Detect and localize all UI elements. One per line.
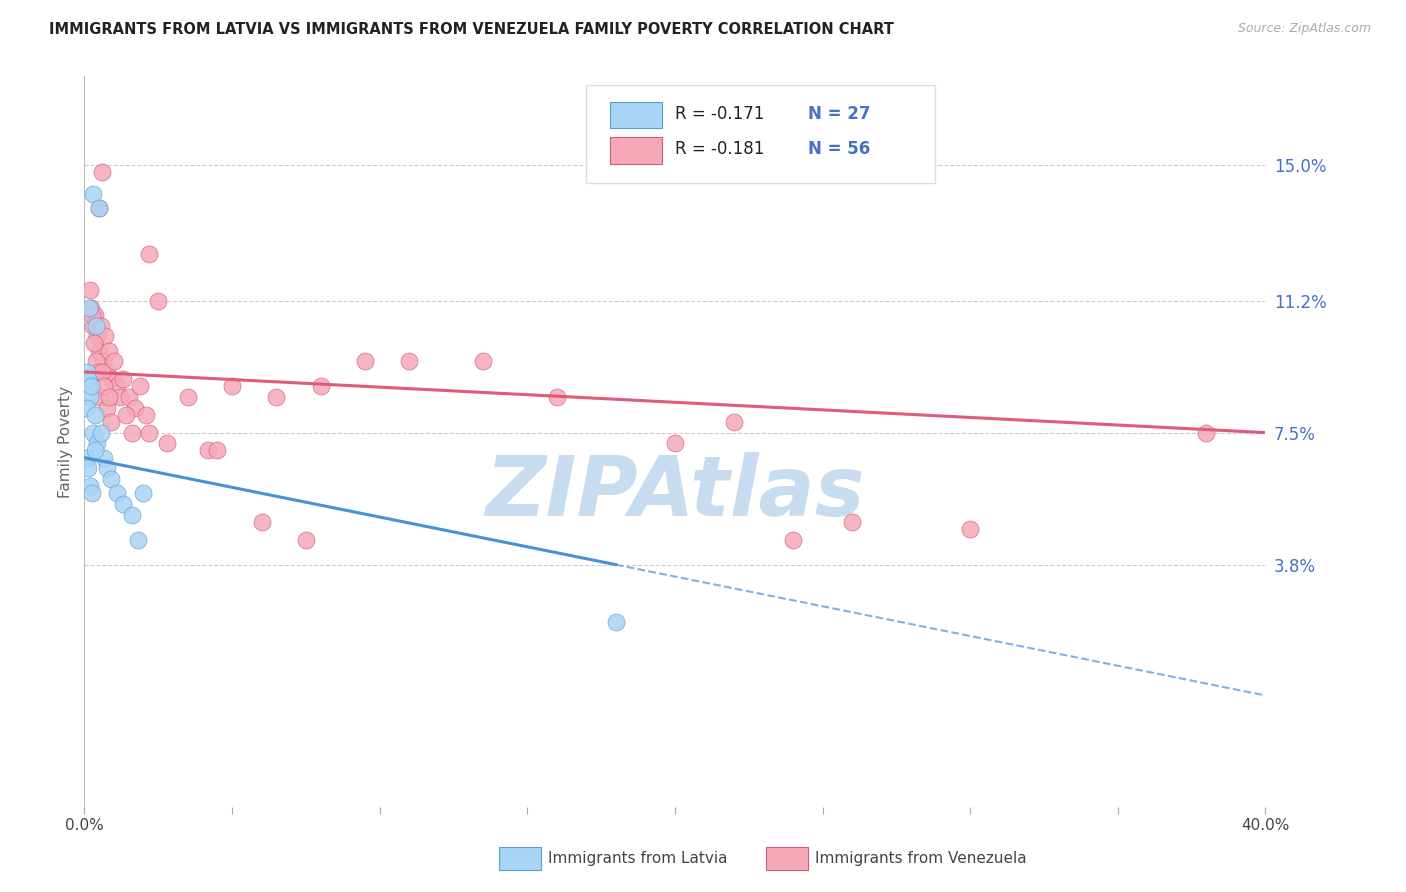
Point	[76, 450, 98, 465]
FancyBboxPatch shape	[610, 137, 662, 163]
Point	[295, 533, 318, 547]
Point	[398, 354, 420, 368]
Text: 0.0%: 0.0%	[65, 818, 104, 833]
Point	[96, 461, 118, 475]
Text: R = -0.181: R = -0.181	[675, 140, 765, 158]
Text: Source: ZipAtlas.com: Source: ZipAtlas.com	[1237, 22, 1371, 36]
Point	[197, 443, 219, 458]
Point	[80, 486, 103, 500]
Point	[121, 425, 143, 440]
Point	[221, 379, 243, 393]
Point	[77, 301, 100, 315]
Point	[1195, 425, 1218, 440]
Point	[114, 408, 136, 422]
Point	[664, 436, 686, 450]
Point	[79, 479, 101, 493]
Point	[177, 390, 200, 404]
Point	[127, 533, 149, 547]
Point	[91, 165, 114, 179]
Point	[111, 372, 134, 386]
Point	[111, 497, 134, 511]
Point	[84, 318, 107, 333]
Point	[83, 408, 105, 422]
Point	[91, 365, 114, 379]
Point	[84, 354, 107, 368]
Point	[138, 425, 160, 440]
Point	[86, 329, 108, 343]
Text: ZIPAtlas: ZIPAtlas	[485, 452, 865, 533]
Point	[132, 486, 155, 500]
Text: IMMIGRANTS FROM LATVIA VS IMMIGRANTS FROM VENEZUELA FAMILY POVERTY CORRELATION C: IMMIGRANTS FROM LATVIA VS IMMIGRANTS FRO…	[49, 22, 894, 37]
Point	[80, 379, 103, 393]
Point	[138, 247, 160, 261]
Point	[100, 415, 122, 429]
Point	[86, 365, 108, 379]
Point	[546, 390, 568, 404]
Point	[77, 461, 100, 475]
Point	[100, 472, 122, 486]
Point	[80, 308, 103, 322]
Point	[83, 443, 105, 458]
Point	[87, 201, 111, 215]
Point	[354, 354, 377, 368]
Point	[105, 486, 128, 500]
Y-axis label: Family Poverty: Family Poverty	[58, 385, 73, 498]
Point	[79, 390, 101, 404]
Point	[309, 379, 332, 393]
Point	[100, 372, 122, 386]
Text: 40.0%: 40.0%	[1241, 818, 1289, 833]
Point	[94, 329, 117, 343]
Point	[80, 301, 103, 315]
Point	[96, 401, 118, 415]
Text: Immigrants from Venezuela: Immigrants from Venezuela	[815, 851, 1028, 865]
Point	[90, 318, 112, 333]
Point	[83, 336, 105, 351]
Point	[207, 443, 229, 458]
Point	[87, 343, 110, 358]
Point	[266, 390, 288, 404]
Point	[79, 283, 101, 297]
Point	[103, 354, 125, 368]
FancyBboxPatch shape	[586, 85, 935, 184]
Point	[605, 615, 627, 629]
Point	[98, 343, 121, 358]
Point	[76, 365, 98, 379]
Point	[83, 308, 105, 322]
Point	[82, 186, 104, 201]
Point	[841, 515, 863, 529]
Point	[723, 415, 745, 429]
FancyBboxPatch shape	[610, 103, 662, 128]
Point	[90, 425, 112, 440]
Point	[782, 533, 804, 547]
Point	[250, 515, 273, 529]
Text: N = 27: N = 27	[808, 105, 870, 123]
Point	[124, 401, 146, 415]
Point	[82, 318, 104, 333]
Text: Immigrants from Latvia: Immigrants from Latvia	[548, 851, 728, 865]
Point	[86, 436, 108, 450]
Point	[148, 293, 170, 308]
Point	[77, 372, 100, 386]
Point	[91, 354, 114, 368]
Point	[108, 390, 131, 404]
Point	[156, 436, 179, 450]
Point	[129, 379, 152, 393]
Point	[93, 379, 115, 393]
Point	[93, 450, 115, 465]
Point	[121, 508, 143, 522]
Point	[76, 401, 98, 415]
Point	[97, 390, 120, 404]
Point	[96, 365, 118, 379]
Point	[959, 522, 981, 536]
Point	[472, 354, 495, 368]
Point	[82, 425, 104, 440]
Point	[87, 201, 111, 215]
Point	[135, 408, 157, 422]
Point	[105, 379, 128, 393]
Point	[118, 390, 141, 404]
Text: R = -0.171: R = -0.171	[675, 105, 765, 123]
Point	[89, 390, 111, 404]
Text: N = 56: N = 56	[808, 140, 870, 158]
